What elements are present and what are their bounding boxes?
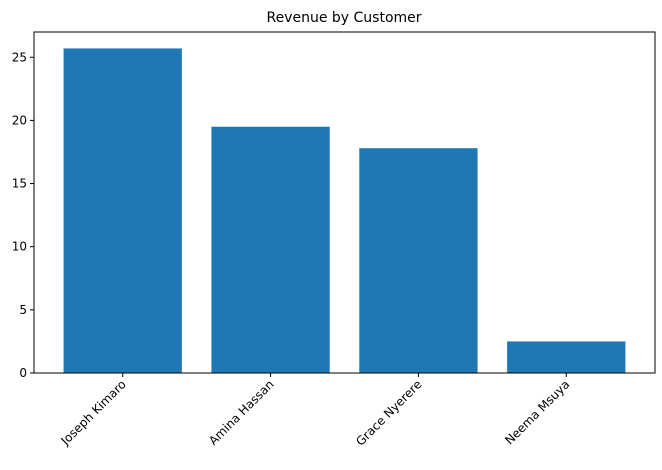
x-tick-label: Neema Msuya (502, 377, 572, 447)
bar-grace-nyerere (359, 148, 478, 373)
bar-neema-msuya (507, 341, 626, 373)
y-tick-label: 0 (19, 366, 27, 380)
x-tick-label: Grace Nyerere (353, 377, 424, 448)
y-tick-label: 25 (12, 50, 27, 64)
bars-group (63, 48, 626, 374)
plot-frame (33, 31, 656, 374)
y-tick-label: 20 (12, 113, 27, 127)
y-tick-label: 10 (12, 240, 27, 254)
chart-title: Revenue by Customer (266, 10, 421, 26)
y-tick-label: 5 (19, 303, 27, 317)
bar-amina-hassan (211, 126, 330, 373)
x-tick-label: Amina Hassan (206, 377, 277, 448)
y-axis: 0 5 10 15 20 25 (12, 50, 34, 380)
x-tick-label: Joseph Kimaro (58, 377, 129, 448)
x-axis: Joseph Kimaro Amina Hassan Grace Nyerere Ne… (58, 373, 572, 449)
bar-joseph-kimaro (63, 48, 182, 374)
y-tick-label: 15 (12, 177, 27, 191)
